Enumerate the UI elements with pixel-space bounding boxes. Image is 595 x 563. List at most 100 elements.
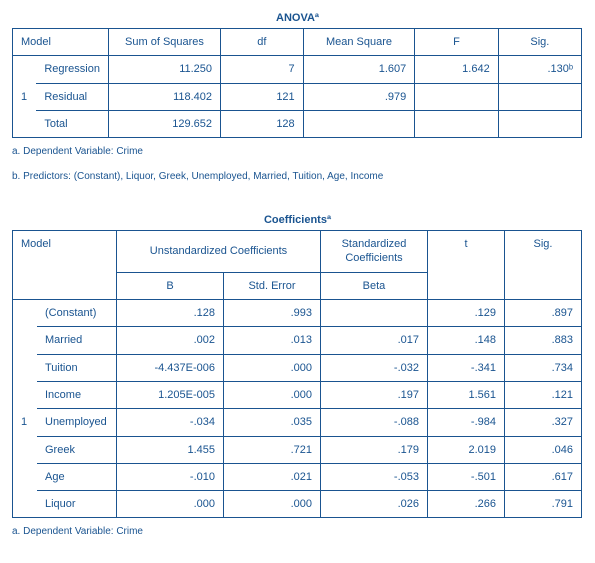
coef-b: .128 (117, 300, 224, 327)
anova-sig: .130ᵇ (498, 56, 581, 83)
coef-b: -4.437E-006 (117, 354, 224, 381)
coef-b: .002 (117, 327, 224, 354)
coef-h-b: B (117, 272, 224, 299)
anova-ms: .979 (303, 83, 415, 110)
coef-row: Age -.010 .021 -.053 -.501 .617 (13, 463, 582, 490)
coef-beta: .197 (321, 381, 428, 408)
coef-t: .129 (428, 300, 505, 327)
coef-t: -.984 (428, 409, 505, 436)
anova-h-model: Model (13, 29, 109, 56)
coef-se: .021 (224, 463, 321, 490)
coef-table: Model Unstandardized Coefficients Standa… (12, 230, 582, 518)
coef-b: .000 (117, 491, 224, 518)
anova-header-row: Model Sum of Squares df Mean Square F Si… (13, 29, 582, 56)
coef-b: -.034 (117, 409, 224, 436)
coef-sig: .791 (505, 491, 582, 518)
coef-b: 1.455 (117, 436, 224, 463)
coef-t: 2.019 (428, 436, 505, 463)
coef-h-model: Model (13, 231, 117, 300)
coef-t: .266 (428, 491, 505, 518)
anova-h-sig: Sig. (498, 29, 581, 56)
anova-note-a: a. Dependent Variable: Crime (12, 146, 583, 157)
coef-h-beta: Beta (321, 272, 428, 299)
anova-row: 1 Residual 118.402 121 .979 (13, 83, 582, 110)
anova-sig (498, 110, 581, 137)
coef-sig: .883 (505, 327, 582, 354)
coef-se: .035 (224, 409, 321, 436)
coef-sig: .617 (505, 463, 582, 490)
anova-h-ms: Mean Square (303, 29, 415, 56)
coef-name: Tuition (37, 354, 117, 381)
coef-sig: .046 (505, 436, 582, 463)
anova-df: 128 (221, 110, 304, 137)
coef-se: .000 (224, 354, 321, 381)
coef-se: .993 (224, 300, 321, 327)
coef-t: 1.561 (428, 381, 505, 408)
coef-name: Age (37, 463, 117, 490)
anova-model-num: 1 (13, 83, 37, 110)
coef-t: .148 (428, 327, 505, 354)
anova-df: 7 (221, 56, 304, 83)
coef-title: Coefficientsª (12, 214, 583, 226)
coef-row: Married .002 .013 .017 .148 .883 (13, 327, 582, 354)
coef-beta: .017 (321, 327, 428, 354)
coef-h-unstd: Unstandardized Coefficients (117, 231, 321, 273)
anova-model-blank (13, 56, 37, 83)
coef-note-a: a. Dependent Variable: Crime (12, 526, 583, 537)
coef-se: .013 (224, 327, 321, 354)
coef-t: -.501 (428, 463, 505, 490)
coef-name: (Constant) (37, 300, 117, 327)
anova-ss: 118.402 (108, 83, 220, 110)
coef-name: Unemployed (37, 409, 117, 436)
coef-beta: -.053 (321, 463, 428, 490)
anova-h-f: F (415, 29, 498, 56)
anova-row: Regression 11.250 7 1.607 1.642 .130ᵇ (13, 56, 582, 83)
coef-beta: -.032 (321, 354, 428, 381)
anova-note-b: b. Predictors: (Constant), Liquor, Greek… (12, 171, 583, 182)
coef-beta: .179 (321, 436, 428, 463)
coef-sig: .121 (505, 381, 582, 408)
coef-sig: .734 (505, 354, 582, 381)
coef-beta (321, 300, 428, 327)
coef-header-row1: Model Unstandardized Coefficients Standa… (13, 231, 582, 273)
anova-title: ANOVAª (12, 12, 583, 24)
coef-h-sig: Sig. (505, 231, 582, 300)
coef-sig: .897 (505, 300, 582, 327)
anova-sig (498, 83, 581, 110)
coef-beta: .026 (321, 491, 428, 518)
coef-h-t: t (428, 231, 505, 300)
anova-model-blank (13, 110, 37, 137)
anova-h-df: df (221, 29, 304, 56)
coef-se: .000 (224, 381, 321, 408)
anova-row-name: Total (36, 110, 108, 137)
coef-model-num: 1 (13, 409, 38, 436)
anova-f: 1.642 (415, 56, 498, 83)
coef-row: Tuition -4.437E-006 .000 -.032 -.341 .73… (13, 354, 582, 381)
coef-name: Greek (37, 436, 117, 463)
coef-sig: .327 (505, 409, 582, 436)
coef-name: Liquor (37, 491, 117, 518)
coef-row: Greek 1.455 .721 .179 2.019 .046 (13, 436, 582, 463)
anova-ms (303, 110, 415, 137)
anova-ms: 1.607 (303, 56, 415, 83)
coef-b: 1.205E-005 (117, 381, 224, 408)
anova-row: Total 129.652 128 (13, 110, 582, 137)
anova-h-ss: Sum of Squares (108, 29, 220, 56)
coef-beta: -.088 (321, 409, 428, 436)
coef-b: -.010 (117, 463, 224, 490)
coef-se: .721 (224, 436, 321, 463)
coef-row: 1 Unemployed -.034 .035 -.088 -.984 .327 (13, 409, 582, 436)
anova-ss: 11.250 (108, 56, 220, 83)
anova-f (415, 83, 498, 110)
anova-row-name: Regression (36, 56, 108, 83)
coef-h-std: Standardized Coefficients (321, 231, 428, 273)
anova-df: 121 (221, 83, 304, 110)
coef-h-se: Std. Error (224, 272, 321, 299)
coef-se: .000 (224, 491, 321, 518)
anova-ss: 129.652 (108, 110, 220, 137)
coef-row: Liquor .000 .000 .026 .266 .791 (13, 491, 582, 518)
anova-f (415, 110, 498, 137)
coef-t: -.341 (428, 354, 505, 381)
anova-table: Model Sum of Squares df Mean Square F Si… (12, 28, 582, 138)
coef-row: Income 1.205E-005 .000 .197 1.561 .121 (13, 381, 582, 408)
